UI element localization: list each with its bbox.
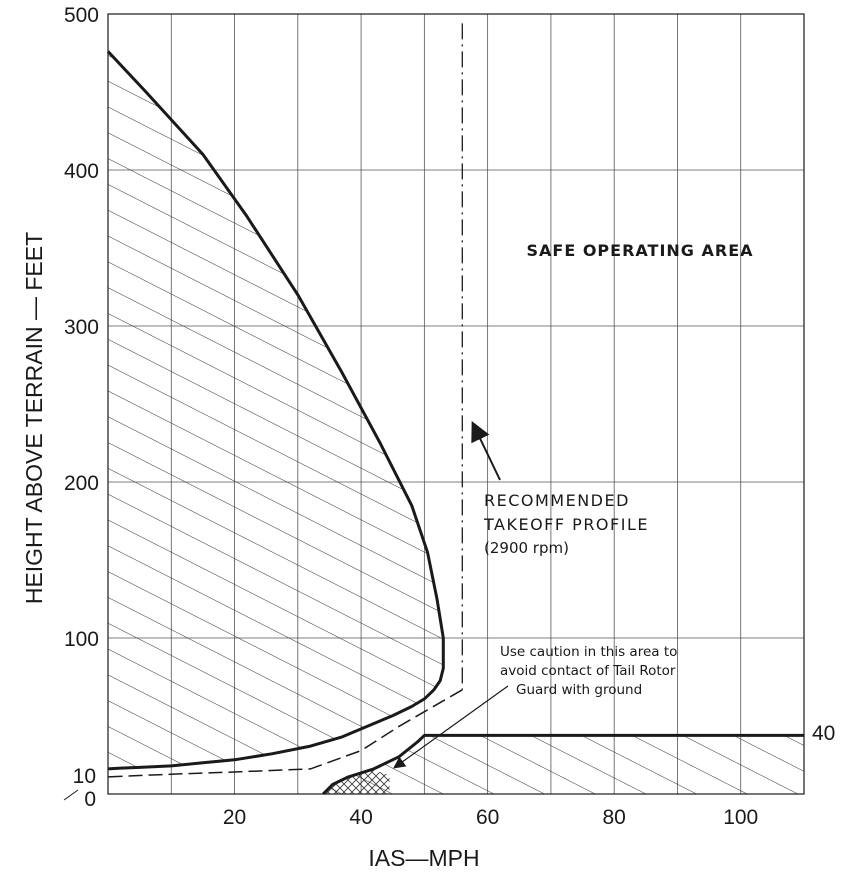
caution-label-line1: Use caution in this area to xyxy=(500,644,677,660)
takeoff-annotation: RECOMMENDED TAKEOFF PROFILE (2900 rpm) xyxy=(471,420,649,557)
avoid-region-upper xyxy=(108,51,444,769)
hatched-regions xyxy=(108,51,804,794)
series-line-0 xyxy=(106,50,445,771)
plot-frame xyxy=(107,13,805,795)
x-tick-label: 100 xyxy=(723,806,758,829)
y-tick-label: 10 xyxy=(73,765,96,788)
caution-region xyxy=(323,770,390,794)
takeoff-label-line1: RECOMMENDED xyxy=(484,491,630,510)
y-tick-label: 400 xyxy=(64,160,99,183)
caution-annotation: Use caution in this area to avoid contac… xyxy=(393,644,677,769)
curves xyxy=(106,23,804,796)
x-tick-label: 20 xyxy=(223,806,246,829)
caution-label-line2: avoid contact of Tail Rotor xyxy=(500,663,676,679)
y-tick-label: 300 xyxy=(64,316,99,339)
y-tick-label: 100 xyxy=(64,628,99,651)
tick-labels: 20 40 60 80 100 010 100 200 300 400 500 xyxy=(63,4,758,829)
y-axis-title: HEIGHT ABOVE TERRAIN — FEET xyxy=(21,232,47,604)
y-tick-label: 200 xyxy=(64,472,99,495)
caution-label-line3: Guard with ground xyxy=(516,682,642,698)
avoid-region-lower xyxy=(323,735,804,794)
takeoff-label-line2: TAKEOFF PROFILE xyxy=(483,515,649,534)
y-tick-label: 500 xyxy=(64,4,99,27)
right-40-label: 40 xyxy=(812,722,835,745)
y-tick-label: 0 xyxy=(84,788,96,811)
x-tick-label: 60 xyxy=(476,806,499,829)
zero-tick-mark xyxy=(63,789,79,801)
x-tick-label: 40 xyxy=(349,806,372,829)
series-line-3 xyxy=(107,689,463,778)
takeoff-arrow xyxy=(471,420,501,481)
caution-leader xyxy=(393,685,509,769)
series-line-1 xyxy=(322,733,804,796)
takeoff-label-line3: (2900 rpm) xyxy=(484,539,569,557)
x-axis-title: IAS—MPH xyxy=(368,845,479,871)
safe-area-label: SAFE OPERATING AREA xyxy=(526,241,753,260)
x-tick-label: 80 xyxy=(603,806,626,829)
